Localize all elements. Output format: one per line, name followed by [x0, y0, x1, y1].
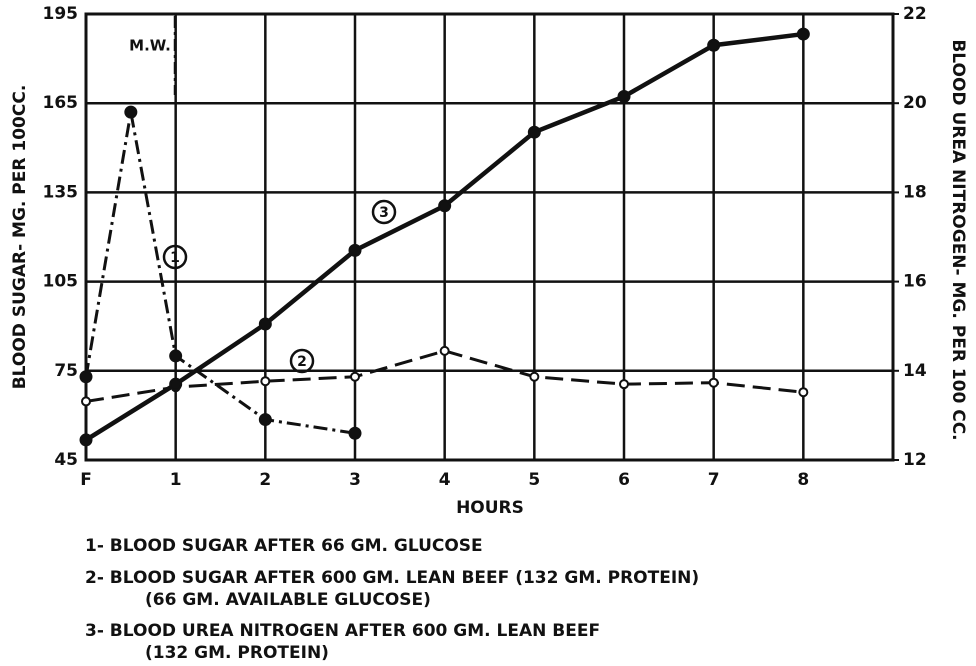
data-point [439, 345, 450, 356]
data-point [260, 376, 271, 387]
y-tick-label: 135 [43, 182, 79, 202]
y2-tick-label: 16 [903, 272, 927, 292]
data-point [350, 371, 360, 382]
x-tick-label: 5 [528, 470, 540, 490]
legend-line: 3- BLOOD UREA NITROGEN AFTER 600 GM. LEA… [85, 621, 600, 641]
x-tick-label: 1 [170, 470, 182, 490]
x-tick-label: 3 [349, 470, 361, 490]
x-tick-label: 8 [797, 470, 809, 490]
y-tick-label: 75 [54, 361, 78, 381]
data-point [258, 413, 272, 427]
y2-tick-label: 14 [903, 361, 927, 381]
data-point [348, 243, 362, 257]
data-point [619, 379, 629, 390]
y2-axis-label: BLOOD UREA NITROGEN- MG. PER 100 CC. [948, 39, 968, 440]
legend-line: 2- BLOOD SUGAR AFTER 600 GM. LEAN BEEF (… [85, 568, 699, 588]
y-axis-label: BLOOD SUGAR- MG. PER 100CC. [10, 85, 30, 390]
data-point [798, 387, 809, 398]
legend-line: (66 GM. AVAILABLE GLUCOSE) [145, 590, 431, 610]
y-tick-label: 195 [43, 4, 79, 24]
x-axis-label: HOURS [456, 498, 524, 518]
y2-tick-label: 22 [903, 4, 927, 24]
y-tick-label: 105 [43, 272, 79, 292]
data-point [796, 27, 810, 41]
label-circle [371, 199, 397, 225]
series-label-2: 2 [289, 348, 315, 374]
series-label-3: 3 [371, 199, 397, 225]
x-tick-label: 2 [259, 470, 271, 490]
legend-line: (132 GM. PROTEIN) [145, 643, 329, 663]
x-tick-label: F [80, 470, 92, 490]
data-point [258, 317, 272, 331]
x-tick-label: 4 [439, 470, 451, 490]
data-point [124, 105, 138, 119]
data-point [438, 199, 452, 213]
x-tick-label: 6 [618, 470, 630, 490]
data-point [348, 426, 362, 440]
data-point [81, 396, 91, 407]
y2-tick-label: 18 [903, 182, 927, 202]
data-point [708, 377, 719, 388]
data-point [79, 433, 93, 447]
annotation: M.W. [129, 37, 171, 55]
data-point [707, 38, 721, 52]
legend-line: 1- BLOOD SUGAR AFTER 66 GM. GLUCOSE [85, 536, 483, 556]
y2-tick-label: 20 [903, 93, 927, 113]
data-point [169, 377, 183, 391]
data-point [617, 90, 631, 104]
y2-tick-label: 12 [903, 450, 927, 470]
data-point [527, 125, 541, 139]
series-label: 3 [379, 205, 389, 221]
plot-frame [84, 12, 895, 462]
data-point [529, 371, 540, 382]
y-tick-label: 165 [43, 93, 79, 113]
x-tick-label: 7 [708, 470, 720, 490]
series-label: 2 [297, 354, 307, 370]
series-line [85, 349, 804, 403]
data-point [169, 349, 183, 363]
data-point [79, 370, 93, 384]
y-tick-label: 45 [54, 450, 78, 470]
